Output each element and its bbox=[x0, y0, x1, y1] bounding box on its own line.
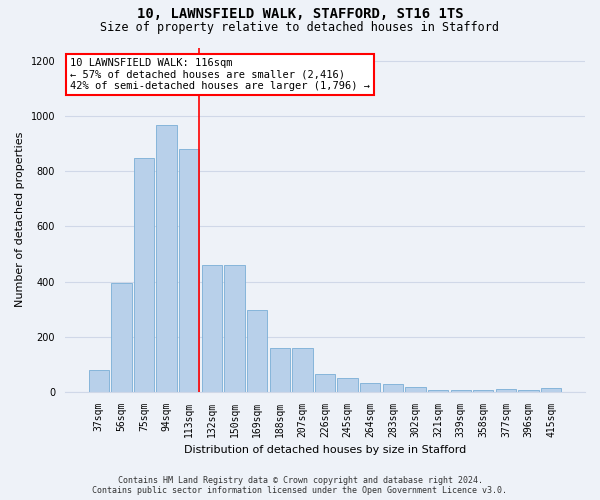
Bar bbox=[292, 348, 313, 392]
Bar bbox=[134, 158, 154, 392]
Text: 10, LAWNSFIELD WALK, STAFFORD, ST16 1TS: 10, LAWNSFIELD WALK, STAFFORD, ST16 1TS bbox=[137, 8, 463, 22]
Bar bbox=[224, 265, 245, 392]
Text: Size of property relative to detached houses in Stafford: Size of property relative to detached ho… bbox=[101, 21, 499, 34]
Bar bbox=[496, 389, 516, 392]
Bar bbox=[337, 378, 358, 392]
Bar bbox=[541, 388, 562, 392]
Bar bbox=[269, 348, 290, 392]
Bar bbox=[473, 390, 493, 392]
Bar bbox=[428, 390, 448, 392]
Bar bbox=[315, 374, 335, 392]
Bar bbox=[157, 124, 177, 392]
Text: Contains HM Land Registry data © Crown copyright and database right 2024.
Contai: Contains HM Land Registry data © Crown c… bbox=[92, 476, 508, 495]
Bar bbox=[89, 370, 109, 392]
Bar bbox=[360, 384, 380, 392]
Bar bbox=[405, 386, 425, 392]
Bar bbox=[202, 265, 222, 392]
Text: 10 LAWNSFIELD WALK: 116sqm
← 57% of detached houses are smaller (2,416)
42% of s: 10 LAWNSFIELD WALK: 116sqm ← 57% of deta… bbox=[70, 58, 370, 91]
X-axis label: Distribution of detached houses by size in Stafford: Distribution of detached houses by size … bbox=[184, 445, 466, 455]
Y-axis label: Number of detached properties: Number of detached properties bbox=[15, 132, 25, 308]
Bar bbox=[247, 310, 267, 392]
Bar bbox=[179, 150, 199, 392]
Bar bbox=[451, 390, 471, 392]
Bar bbox=[111, 283, 131, 392]
Bar bbox=[518, 390, 539, 392]
Bar bbox=[383, 384, 403, 392]
